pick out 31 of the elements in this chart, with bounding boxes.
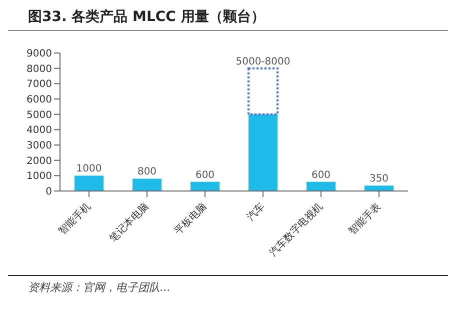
data-label: 1000 [76, 164, 102, 175]
data-label: 600 [195, 170, 215, 181]
data-label: 800 [137, 166, 157, 178]
y-tick-label: 7000 [26, 79, 52, 90]
data-label: 600 [311, 170, 331, 181]
y-tick-label: 9000 [26, 48, 52, 60]
y-tick-label: 3000 [26, 140, 52, 152]
x-tick-label: 智能手表 [346, 200, 384, 238]
x-tick-label: 汽车数字电视机 [267, 200, 326, 259]
y-tick-label: 1000 [26, 171, 52, 182]
chart-title: 图33. 各类产品 MLCC 用量（颗台） [8, 8, 448, 31]
x-tick-label: 智能手机 [56, 200, 94, 238]
y-tick-label: 0 [46, 186, 52, 198]
y-tick-label: 5000 [26, 110, 52, 121]
data-label: 350 [369, 174, 389, 185]
x-tick-label: 笔记本电脑 [107, 200, 152, 244]
bar [132, 178, 162, 191]
bar [74, 176, 104, 191]
y-tick-label: 8000 [26, 64, 52, 75]
bar [190, 182, 220, 191]
bar [248, 114, 278, 191]
y-tick-label: 6000 [26, 94, 52, 106]
bar [248, 67, 278, 116]
x-tick-label: 汽车 [244, 200, 268, 224]
y-tick-label: 4000 [26, 125, 52, 136]
bar [364, 186, 394, 191]
x-tick-label: 平板电脑 [172, 200, 210, 238]
y-tick-label: 2000 [26, 156, 52, 167]
data-label: 5000-8000 [236, 56, 290, 68]
bar [306, 182, 336, 191]
text: 资料来源：官网，电子团队... [28, 280, 172, 295]
